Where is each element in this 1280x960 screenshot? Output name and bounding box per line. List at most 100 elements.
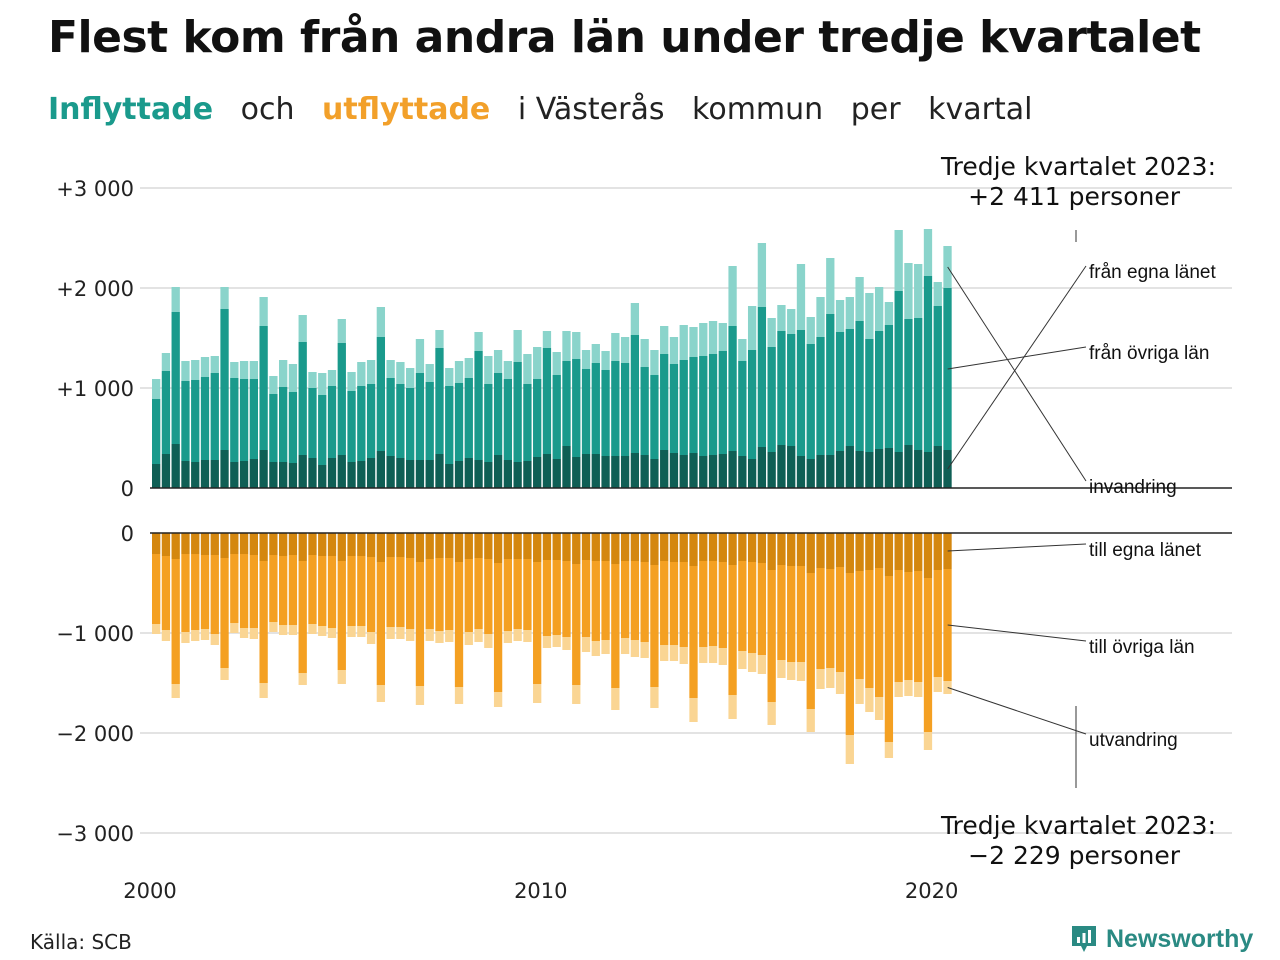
- bar-inflow-segment: [239, 461, 249, 488]
- bar-outflow-segment: [288, 555, 298, 625]
- bar-inflow-segment: [376, 337, 386, 451]
- bar-outflow-segment: [777, 565, 786, 660]
- bar-inflow-segment: [210, 373, 219, 460]
- bar-outflow-segment: [884, 742, 894, 758]
- y-tick-label-inflow: +2 000: [56, 277, 134, 301]
- bar-outflow-segment: [923, 578, 933, 732]
- bar-outflow-segment: [230, 623, 239, 633]
- bar-inflow-segment: [865, 293, 874, 339]
- bar-outflow-segment: [181, 554, 190, 632]
- bar-outflow-segment: [200, 533, 210, 555]
- bar-outflow-segment: [484, 634, 493, 648]
- bar-inflow-segment: [689, 357, 698, 453]
- bar-inflow-segment: [650, 459, 659, 488]
- bar-inflow-segment: [708, 354, 718, 455]
- bar-inflow-segment: [640, 455, 649, 488]
- bar-outflow-segment: [454, 562, 464, 687]
- bar-outflow-segment: [366, 533, 376, 557]
- bar-outflow-segment: [826, 668, 835, 688]
- bar-inflow-segment: [689, 453, 698, 488]
- bar-outflow-segment: [806, 533, 815, 573]
- bar-outflow-segment: [943, 569, 952, 681]
- bar-outflow-segment: [767, 570, 776, 702]
- bar-outflow-segment: [435, 533, 444, 558]
- bar-inflow-segment: [738, 361, 747, 456]
- bar-outflow-segment: [620, 561, 630, 638]
- bar-outflow-segment: [200, 629, 210, 640]
- bar-outflow-segment: [239, 628, 249, 638]
- bar-inflow-segment: [884, 325, 894, 448]
- bar-inflow-segment: [474, 332, 483, 351]
- bar-outflow-segment: [337, 670, 346, 684]
- bar-inflow-segment: [435, 454, 444, 488]
- bar-inflow-segment: [884, 302, 894, 325]
- bar-inflow-segment: [220, 309, 229, 450]
- bar-inflow-segment: [884, 448, 894, 488]
- bar-outflow-segment: [445, 558, 454, 630]
- bar-outflow-segment: [718, 648, 727, 665]
- bar-inflow-segment: [767, 318, 776, 347]
- bar-outflow-segment: [816, 568, 825, 669]
- bar-outflow-segment: [445, 533, 454, 558]
- bar-outflow-segment: [845, 573, 854, 735]
- bar-outflow-segment: [845, 735, 854, 764]
- bar-outflow-segment: [249, 533, 258, 555]
- bar-inflow-segment: [454, 461, 464, 488]
- bar-inflow-segment: [327, 458, 337, 488]
- bar-inflow-segment: [767, 347, 776, 452]
- bar-inflow-segment: [474, 351, 483, 460]
- bar-inflow-segment: [728, 266, 737, 326]
- series-label-leader: [947, 346, 1087, 370]
- bar-inflow-segment: [493, 373, 503, 455]
- bar-outflow-segment: [386, 557, 395, 627]
- bar-outflow-segment: [523, 533, 532, 559]
- bar-outflow-segment: [669, 645, 679, 661]
- bar-outflow-segment: [396, 627, 405, 639]
- bar-inflow-segment: [923, 229, 933, 276]
- bar-outflow-segment: [601, 640, 610, 654]
- bar-outflow-segment: [464, 559, 473, 632]
- bar-inflow-segment: [572, 332, 581, 359]
- bar-outflow-segment: [855, 571, 864, 679]
- bar-inflow-segment: [835, 300, 845, 332]
- x-tick-label: 2020: [905, 879, 958, 903]
- y-tick-label-outflow: −1 000: [56, 622, 134, 646]
- bar-inflow-segment: [855, 321, 864, 451]
- y-tick-label-inflow: +3 000: [56, 177, 134, 201]
- bar-inflow-segment: [894, 230, 903, 291]
- bar-outflow-segment: [200, 555, 210, 629]
- bar-inflow-segment: [747, 306, 757, 350]
- bar-outflow-segment: [327, 556, 337, 628]
- bar-outflow-segment: [386, 533, 395, 557]
- bar-inflow-segment: [826, 258, 835, 314]
- bar-inflow-segment: [337, 455, 346, 488]
- bar-outflow-segment: [699, 533, 708, 561]
- bar-inflow-segment: [327, 370, 337, 386]
- bar-outflow-segment: [279, 625, 288, 635]
- bar-inflow-segment: [874, 331, 884, 449]
- bar-inflow-segment: [337, 319, 346, 343]
- bar-inflow-segment: [914, 318, 923, 450]
- bar-outflow-segment: [415, 562, 425, 686]
- bar-inflow-segment: [415, 460, 425, 488]
- y-tick-label-outflow: −2 000: [56, 722, 134, 746]
- bar-inflow-segment: [689, 327, 698, 357]
- bar-outflow-segment: [640, 562, 649, 642]
- bar-inflow-segment: [357, 386, 366, 461]
- bar-inflow-segment: [171, 444, 180, 488]
- bar-inflow-segment: [249, 459, 258, 488]
- bar-inflow-segment: [601, 456, 610, 488]
- series-label-leader: [947, 687, 1087, 735]
- bar-outflow-segment: [249, 628, 258, 639]
- bar-outflow-segment: [611, 564, 620, 688]
- bar-outflow-segment: [747, 533, 757, 562]
- bar-inflow-segment: [767, 452, 776, 488]
- axes: 0 +1 000 +2 000 +3 000 0 −1 000 −2 000 −3 000 20…: [56, 177, 1232, 903]
- bar-inflow-segment: [454, 383, 464, 461]
- bar-inflow-segment: [747, 350, 757, 459]
- bar-outflow-segment: [366, 632, 376, 644]
- bar-outflow-segment: [708, 561, 718, 646]
- bar-outflow-segment: [806, 573, 815, 709]
- bar-inflow-segment: [318, 395, 327, 465]
- bar-outflow-segment: [581, 533, 591, 560]
